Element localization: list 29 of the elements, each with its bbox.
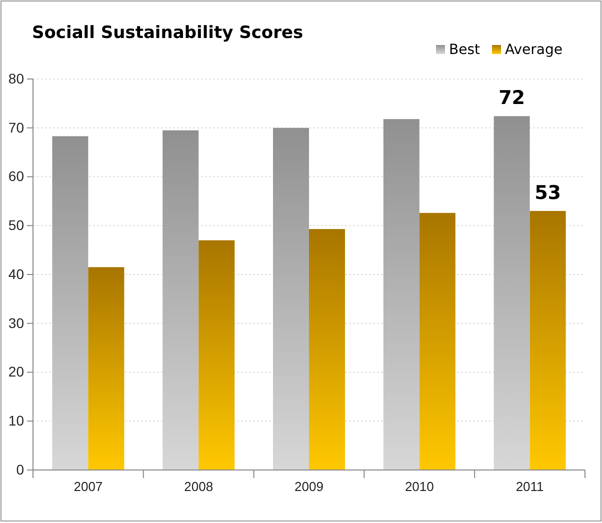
data-label: 53 xyxy=(534,182,562,204)
bar xyxy=(530,210,566,470)
bar xyxy=(88,267,124,470)
y-tick-label: 60 xyxy=(8,168,24,184)
x-tick-label: 2010 xyxy=(404,479,434,494)
legend-label: Average xyxy=(505,42,563,58)
x-tick-label: 2007 xyxy=(74,479,103,494)
x-tick-label: 2011 xyxy=(516,479,544,494)
bar xyxy=(383,119,420,470)
data-label: 72 xyxy=(498,87,526,110)
legend-label: Best xyxy=(449,42,481,58)
y-tick-label: 80 xyxy=(8,70,24,86)
bar xyxy=(198,240,235,470)
bar xyxy=(419,212,456,470)
y-tick-label: 30 xyxy=(8,314,24,331)
x-tick-label: 2009 xyxy=(294,479,324,494)
bar xyxy=(162,130,199,470)
bar xyxy=(309,229,345,470)
y-tick-label: 70 xyxy=(8,119,24,136)
y-tick-label: 40 xyxy=(8,266,24,282)
y-tick-label: 10 xyxy=(8,412,24,429)
bar xyxy=(273,128,309,470)
bar xyxy=(52,136,88,470)
bar xyxy=(494,116,530,470)
y-tick-label: 50 xyxy=(8,217,24,234)
y-tick-label: 20 xyxy=(8,364,24,380)
x-tick-label: 2008 xyxy=(184,479,214,494)
chart-title: Sociall Sustainability Scores xyxy=(32,23,304,43)
y-tick-label: 0 xyxy=(16,461,24,478)
